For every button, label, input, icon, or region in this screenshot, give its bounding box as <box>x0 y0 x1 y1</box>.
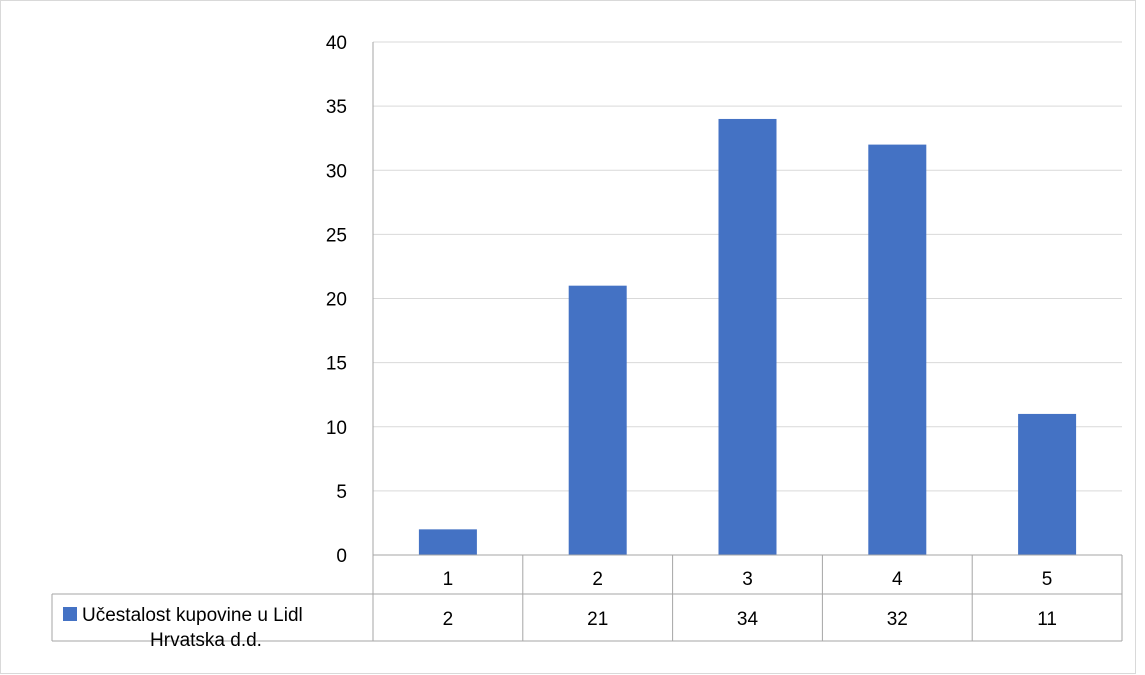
data-table-value: 32 <box>887 609 908 630</box>
data-table: 1 2 2 21 3 34 4 32 5 11 Učestalost kupovine u Lidl… <box>51 554 1123 651</box>
category-label: 1 <box>443 569 454 590</box>
data-table-value: 2 <box>443 609 454 630</box>
y-tick-label: 40 <box>326 33 347 54</box>
data-table-value: 34 <box>737 609 759 630</box>
category-label: 4 <box>892 569 903 590</box>
y-tick-label: 25 <box>326 225 347 246</box>
y-tick-label: 35 <box>326 97 347 118</box>
legend-key <box>63 607 77 621</box>
data-table-value: 11 <box>1037 609 1057 630</box>
category-label: 3 <box>742 569 753 590</box>
bar <box>718 118 777 555</box>
y-tick-label: 0 <box>336 546 347 567</box>
y-tick-label: 10 <box>326 418 347 439</box>
y-tick-label: 30 <box>326 161 347 182</box>
bars <box>418 118 1077 555</box>
category-label: 5 <box>1042 569 1053 590</box>
bar <box>1018 413 1077 555</box>
data-table-value: 21 <box>587 609 608 630</box>
y-tick-label: 20 <box>326 290 347 311</box>
series-name-line: Hrvatska d.d. <box>150 630 262 651</box>
y-axis-ticks: 0 5 10 15 20 25 30 35 40 <box>326 33 347 567</box>
y-tick-label: 5 <box>336 482 347 503</box>
series-name-line: Učestalost kupovine u Lidl <box>82 605 303 626</box>
bar <box>418 529 477 555</box>
category-label: 2 <box>592 569 603 590</box>
series-name: Učestalost kupovine u Lidl Hrvatska d.d. <box>82 605 303 651</box>
bar <box>868 144 927 555</box>
bar <box>568 285 627 555</box>
y-tick-label: 15 <box>326 354 347 375</box>
